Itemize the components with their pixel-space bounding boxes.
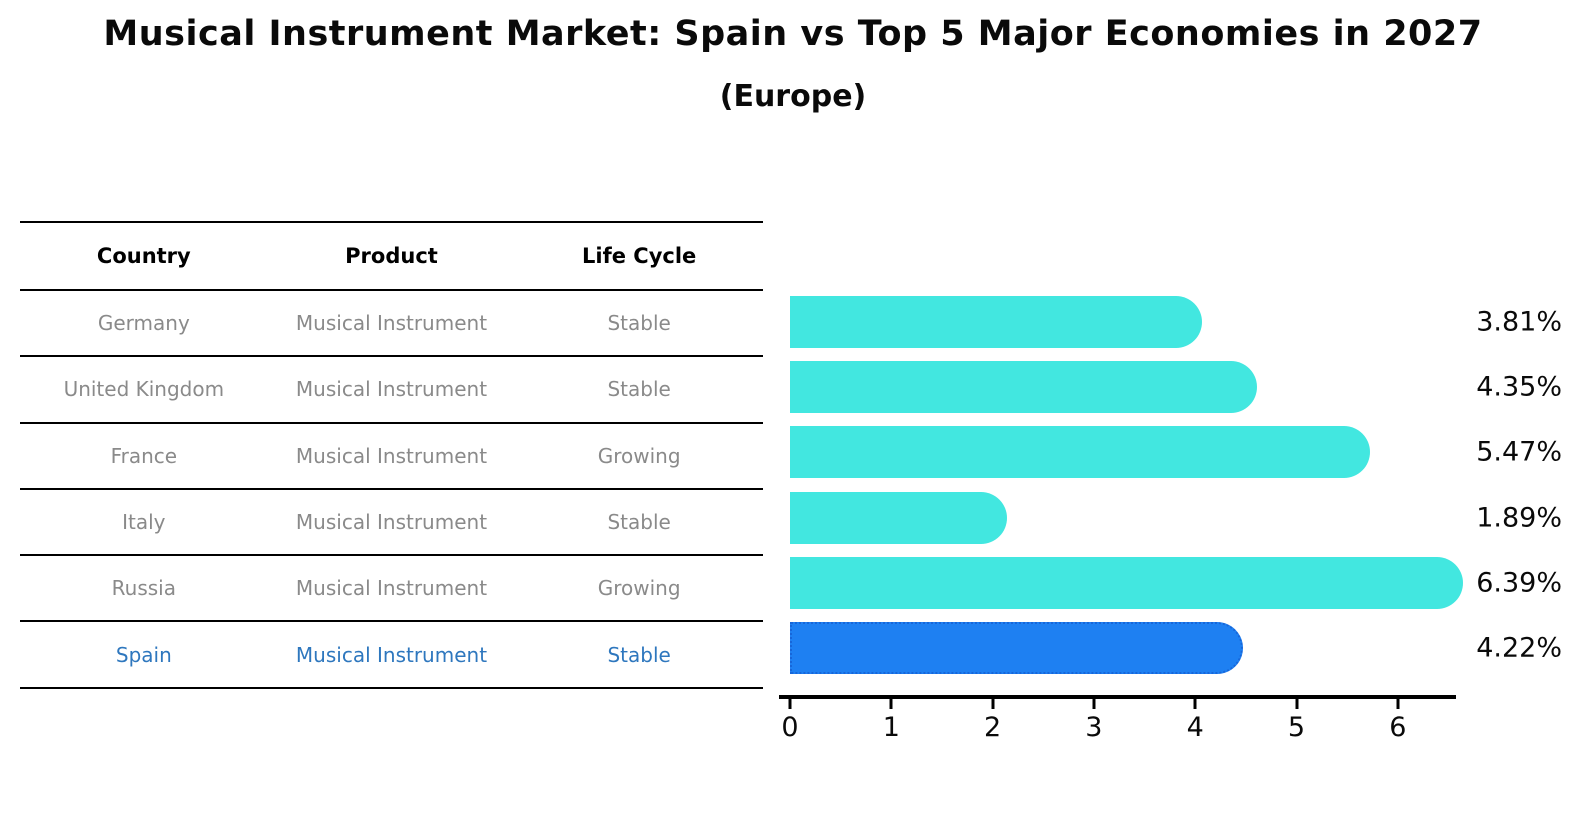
- page-subtitle: (Europe): [719, 79, 867, 114]
- table-body: Germany Musical Instrument Stable United Ki…: [20, 291, 763, 689]
- x-axis-tick-0: [788, 699, 792, 709]
- table-row-spain: Spain Musical Instrument Stable: [20, 622, 763, 689]
- cell-product: Musical Instrument: [295, 576, 488, 601]
- x-axis-line: [779, 695, 1456, 699]
- value-label-germany: 3.81%: [1476, 306, 1562, 338]
- x-axis-tick-label-3: 3: [1085, 712, 1103, 743]
- x-axis-tick-label-6: 6: [1389, 712, 1407, 743]
- x-axis-tick-label-2: 2: [984, 712, 1002, 743]
- page-title: Musical Instrument Market: Spain vs Top …: [103, 14, 1483, 54]
- value-label-russia: 6.39%: [1476, 567, 1562, 599]
- table-header-life-cycle: Life Cycle: [582, 244, 697, 268]
- bar-italy: [790, 491, 1008, 544]
- bar-united-kingdom: [790, 361, 1257, 414]
- cell-product: Musical Instrument: [295, 642, 488, 667]
- bar-spain: [790, 622, 1244, 674]
- cell-country: Germany: [97, 311, 190, 336]
- x-axis-tick-3: [1092, 699, 1096, 709]
- cell-country: Russia: [111, 576, 176, 601]
- x-axis-tick-6: [1396, 699, 1400, 709]
- bar-france: [790, 426, 1371, 479]
- table-header-country: Country: [96, 244, 191, 268]
- x-axis-tick-2: [991, 699, 995, 709]
- cell-life-cycle: Stable: [607, 510, 671, 535]
- table-row-germany: Germany Musical Instrument Stable: [20, 291, 763, 358]
- table-header-product: Product: [345, 244, 438, 268]
- x-axis-tick-5: [1295, 699, 1298, 709]
- comparison-table: Country Product Life Cycle Germany Musical …: [20, 221, 763, 689]
- table-row-italy: Italy Musical Instrument Stable: [20, 490, 763, 557]
- x-axis-tick-4: [1193, 699, 1197, 709]
- table-row-united-kingdom: United Kingdom Musical Instrument Stable: [20, 357, 763, 424]
- cell-life-cycle: Stable: [607, 311, 671, 336]
- x-axis-tick-label-1: 1: [882, 712, 900, 743]
- cell-life-cycle: Growing: [597, 576, 681, 601]
- x-axis-tick-label-4: 4: [1186, 712, 1204, 743]
- cell-country: Spain: [115, 642, 172, 667]
- value-label-italy: 1.89%: [1476, 502, 1562, 534]
- table-header-row: Country Product Life Cycle: [20, 223, 763, 291]
- cell-product: Musical Instrument: [295, 377, 488, 402]
- x-axis-tick-label-5: 5: [1287, 712, 1306, 743]
- x-axis-tick-1: [889, 699, 893, 709]
- value-label-france: 5.47%: [1476, 436, 1562, 468]
- cell-product: Musical Instrument: [295, 311, 488, 336]
- x-axis-tick-label-0: 0: [781, 712, 799, 743]
- cell-life-cycle: Growing: [597, 443, 681, 468]
- cell-country: France: [110, 443, 178, 468]
- value-label-united-kingdom: 4.35%: [1476, 371, 1562, 403]
- cell-product: Musical Instrument: [295, 510, 488, 535]
- bar-germany: [790, 296, 1202, 348]
- cell-country: Italy: [122, 510, 166, 535]
- value-label-spain: 4.22%: [1476, 632, 1562, 664]
- cell-country: United Kingdom: [63, 377, 225, 402]
- cell-life-cycle: Stable: [607, 377, 671, 402]
- cell-life-cycle: Stable: [607, 642, 671, 667]
- table-row-france: France Musical Instrument Growing: [20, 424, 763, 490]
- bar-russia: [790, 556, 1464, 609]
- cell-product: Musical Instrument: [295, 443, 488, 468]
- table-row-russia: Russia Musical Instrument Growing: [20, 556, 763, 623]
